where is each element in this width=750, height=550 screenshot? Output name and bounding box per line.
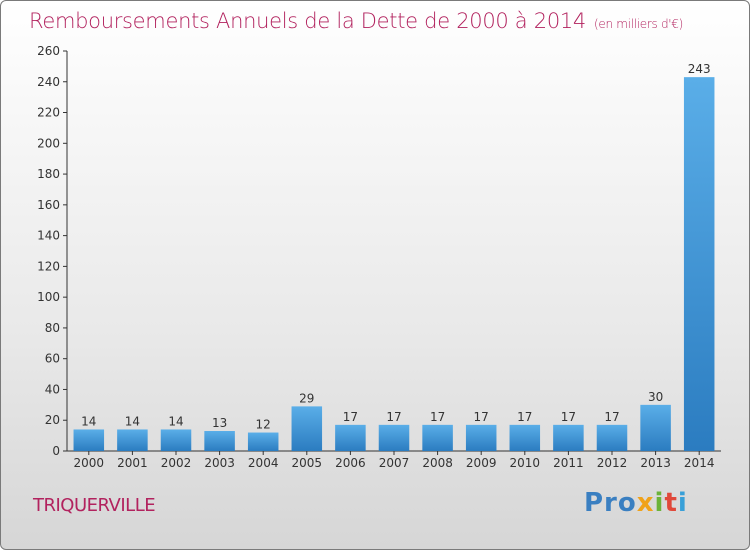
data-label: 17 <box>474 410 489 424</box>
x-tick-label: 2010 <box>510 456 541 470</box>
bar <box>683 77 715 452</box>
data-label: 30 <box>648 390 663 404</box>
x-tick-label: 2005 <box>292 456 323 470</box>
logo-part: x <box>636 488 655 518</box>
y-tick-label: 200 <box>37 136 60 150</box>
x-tick-label: 2014 <box>684 456 715 470</box>
logo-part: Pro <box>584 488 637 518</box>
x-tick-label: 2012 <box>597 456 628 470</box>
x-tick-label: 2013 <box>640 456 671 470</box>
y-tick-label: 260 <box>37 44 60 58</box>
bar <box>509 424 541 451</box>
y-tick-label: 0 <box>52 444 60 458</box>
proxiti-logo: Proxiti <box>584 488 688 518</box>
y-tick-label: 60 <box>45 352 60 366</box>
bar <box>73 429 105 451</box>
x-tick-label: 2011 <box>553 456 584 470</box>
y-tick-label: 220 <box>37 106 60 120</box>
y-tick-label: 180 <box>37 167 60 181</box>
x-tick-label: 2007 <box>379 456 410 470</box>
x-tick-label: 2004 <box>248 456 279 470</box>
bar <box>117 429 148 451</box>
data-label: 14 <box>81 414 96 428</box>
data-label: 12 <box>256 418 271 432</box>
x-tick-label: 2002 <box>161 456 192 470</box>
bar <box>553 424 584 451</box>
y-tick-label: 100 <box>37 290 60 304</box>
x-tick-label: 2008 <box>422 456 453 470</box>
logo-part: i <box>677 488 688 518</box>
data-label: 14 <box>125 414 140 428</box>
x-tick-label: 2001 <box>117 456 148 470</box>
logo-part: t <box>664 488 678 518</box>
data-label: 17 <box>386 410 401 424</box>
data-label: 17 <box>561 410 576 424</box>
bar <box>422 424 453 451</box>
bar <box>204 431 235 451</box>
y-tick-label: 140 <box>37 229 60 243</box>
bar <box>378 424 410 451</box>
y-tick-label: 40 <box>45 382 60 396</box>
y-tick-label: 20 <box>45 413 60 427</box>
bar <box>465 424 497 451</box>
data-label: 243 <box>688 62 711 76</box>
data-label: 17 <box>343 410 358 424</box>
data-label: 14 <box>168 414 183 428</box>
commune-name: TRIQUERVILLE <box>33 495 156 516</box>
data-label: 17 <box>604 410 619 424</box>
data-label: 13 <box>212 416 227 430</box>
y-tick-label: 240 <box>37 75 60 89</box>
y-tick-label: 120 <box>37 259 60 273</box>
y-tick-label: 80 <box>45 321 60 335</box>
data-label: 17 <box>430 410 445 424</box>
x-tick-label: 2009 <box>466 456 497 470</box>
y-tick-label: 160 <box>37 198 60 212</box>
x-tick-label: 2006 <box>335 456 366 470</box>
logo-part: i <box>654 488 665 518</box>
bar <box>596 424 628 451</box>
bar <box>247 432 279 451</box>
bar <box>335 424 366 451</box>
bar <box>291 406 323 451</box>
chart-title-text: Remboursements Annuels de la Dette de 20… <box>29 9 586 33</box>
x-tick-label: 2000 <box>74 456 105 470</box>
chart-title: Remboursements Annuels de la Dette de 20… <box>29 9 683 33</box>
bar <box>640 404 671 451</box>
x-tick-label: 2003 <box>204 456 235 470</box>
data-label: 17 <box>517 410 532 424</box>
data-label: 29 <box>299 391 314 405</box>
bar <box>160 429 192 451</box>
chart-unit: (en milliers d'€) <box>594 17 684 31</box>
